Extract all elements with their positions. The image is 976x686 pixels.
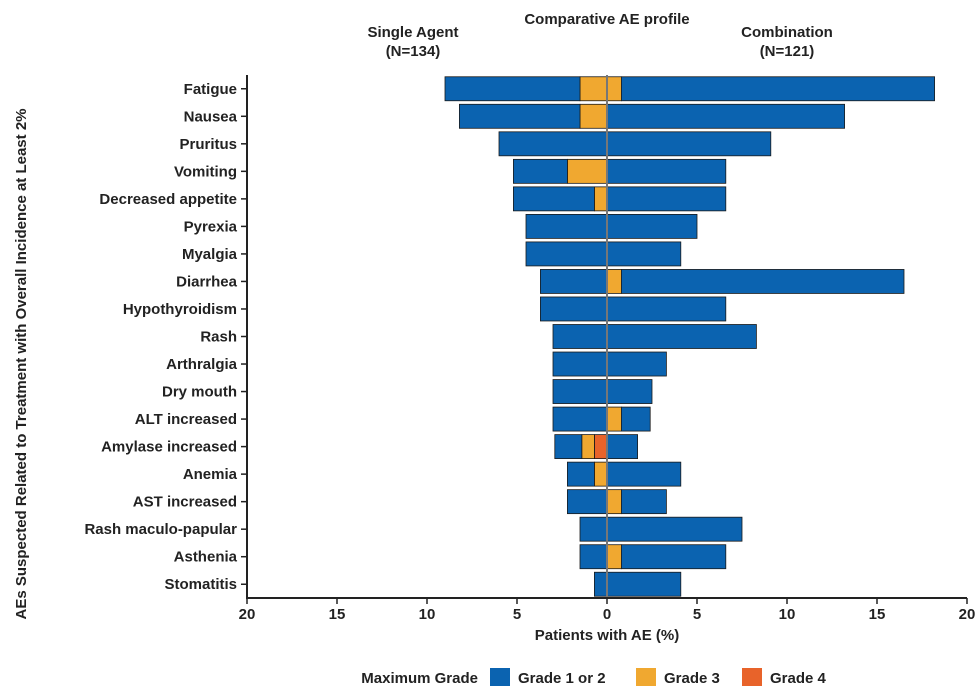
bar-single-agent-grade-3-decreased-appetite	[594, 186, 608, 212]
x-tick-label-8: 20	[959, 606, 976, 623]
x-tick-label-2: 10	[419, 606, 436, 623]
bar-single-agent-grade-1-2-vomiting	[513, 158, 568, 184]
y-axis-label: AEs Suspected Related to Treatment with …	[13, 109, 30, 620]
x-tick-label-5: 5	[693, 606, 701, 623]
bar-combination-grade-1-2-arthralgia	[606, 351, 667, 377]
bar-single-agent-grade-1-2-arthralgia	[552, 351, 608, 377]
bar-single-agent-grade-1-2-decreased-appetite	[513, 186, 595, 212]
bar-combination-grade-1-2-nausea	[606, 103, 846, 129]
category-label-arthralgia: Arthralgia	[166, 356, 238, 373]
bar-single-agent-grade-3-fatigue	[579, 76, 608, 102]
bar-single-agent-grade-1-2-anemia	[567, 461, 595, 487]
x-tick-label-1: 15	[329, 606, 346, 623]
category-label-vomiting: Vomiting	[174, 163, 237, 180]
x-axis-label: Patients with AE (%)	[535, 627, 679, 644]
bar-combination-grade-1-2-alt-increased	[621, 406, 651, 432]
bar-single-agent-grade-3-vomiting	[567, 158, 608, 184]
bar-combination-grade-1-2-diarrhea	[621, 269, 905, 294]
category-label-rash: Rash	[200, 329, 237, 346]
x-tick-label-3: 5	[513, 606, 521, 623]
category-label-hypothyroidism: Hypothyroidism	[123, 301, 237, 318]
category-label-stomatitis: Stomatitis	[164, 576, 237, 593]
x-tick-label-4: 0	[603, 606, 611, 623]
legend: Maximum Grade Grade 1 or 2 Grade 3 Grade…	[361, 668, 827, 686]
category-label-myalgia: Myalgia	[182, 246, 238, 263]
bar-combination-grade-1-2-pyrexia	[606, 213, 698, 239]
legend-label-grade-3: Grade 3	[664, 670, 720, 686]
left-group-n: (N=134)	[386, 43, 441, 60]
bar-combination-grade-1-2-fatigue	[621, 76, 936, 102]
bar-combination-grade-1-2-amylase-increased	[606, 434, 639, 460]
category-label-pruritus: Pruritus	[179, 136, 237, 153]
bar-combination-grade-1-2-anemia	[606, 461, 682, 487]
bar-single-agent-grade-1-2-pruritus	[498, 131, 608, 157]
chart-title: Comparative AE profile	[524, 11, 689, 28]
right-group-label: Combination	[741, 24, 833, 41]
bar-single-agent-grade-1-2-myalgia	[525, 241, 608, 267]
bar-combination-grade-1-2-ast-increased	[621, 489, 667, 515]
category-label-asthenia: Asthenia	[174, 549, 238, 566]
bar-single-agent-grade-1-2-dry-mouth	[552, 379, 608, 404]
category-label-ast-increased: AST increased	[133, 494, 237, 511]
bar-single-agent-grade-1-2-hypothyroidism	[540, 296, 608, 322]
bar-single-agent-grade-1-2-ast-increased	[567, 489, 608, 515]
x-tick-label-7: 15	[869, 606, 886, 623]
bar-single-agent-grade-1-2-alt-increased	[552, 406, 608, 432]
x-tick-label-6: 10	[779, 606, 796, 623]
bar-single-agent-grade-1-2-fatigue	[444, 76, 581, 102]
x-tick-label-0: 20	[239, 606, 256, 623]
bar-combination-grade-3-diarrhea	[606, 269, 622, 294]
bar-single-agent-grade-1-2-rash-maculo-papular	[579, 516, 608, 542]
category-label-decreased-appetite: Decreased appetite	[99, 191, 237, 208]
bar-single-agent-grade-3-nausea	[579, 103, 608, 129]
bar-combination-grade-3-alt-increased	[606, 406, 622, 432]
bar-combination-grade-1-2-rash-maculo-papular	[606, 516, 743, 542]
bar-single-agent-grade-1-2-asthenia	[579, 544, 608, 570]
legend-title: Maximum Grade	[361, 670, 478, 686]
bar-single-agent-grade-1-2-rash	[552, 324, 608, 349]
bar-single-agent-grade-1-2-amylase-increased	[554, 434, 583, 460]
category-label-pyrexia: Pyrexia	[184, 218, 238, 235]
bar-combination-grade-1-2-myalgia	[606, 241, 682, 267]
bar-single-agent-grade-4-amylase-increased	[594, 434, 608, 460]
category-label-diarrhea: Diarrhea	[176, 273, 238, 290]
bar-single-agent-grade-1-2-nausea	[458, 103, 581, 129]
category-label-amylase-increased: Amylase increased	[101, 439, 237, 456]
bar-single-agent-grade-3-amylase-increased	[581, 434, 595, 460]
legend-swatch-grade-4	[742, 668, 762, 686]
bar-combination-grade-3-ast-increased	[606, 489, 622, 515]
legend-label-grade-1-2: Grade 1 or 2	[518, 670, 606, 686]
bar-combination-grade-1-2-stomatitis	[606, 571, 682, 597]
right-group-n: (N=121)	[760, 43, 815, 60]
category-label-alt-increased: ALT increased	[135, 411, 237, 428]
bar-combination-grade-1-2-rash	[606, 324, 757, 349]
bar-combination-grade-1-2-asthenia	[621, 544, 727, 570]
category-label-nausea: Nausea	[184, 108, 238, 125]
bar-combination-grade-1-2-vomiting	[606, 158, 727, 184]
category-labels: Fatigue Nausea Pruritus Vomiting Decreased a…	[84, 81, 237, 593]
bar-single-agent-grade-3-anemia	[594, 461, 608, 487]
bar-combination-grade-1-2-dry-mouth	[606, 379, 653, 404]
bar-single-agent-grade-1-2-pyrexia	[525, 213, 608, 239]
axes: 20 15 10 5 0 5 10 15 20	[239, 75, 976, 623]
bar-single-agent-grade-1-2-stomatitis	[594, 571, 608, 597]
category-label-rash-maculo-papular: Rash maculo-papular	[84, 521, 237, 538]
category-label-anemia: Anemia	[183, 466, 238, 483]
bar-combination-grade-1-2-hypothyroidism	[606, 296, 727, 322]
category-label-fatigue: Fatigue	[184, 81, 237, 98]
left-group-label: Single Agent	[367, 24, 458, 41]
bar-single-agent-grade-1-2-diarrhea	[540, 269, 608, 294]
category-label-dry-mouth: Dry mouth	[162, 384, 237, 401]
bar-combination-grade-1-2-decreased-appetite	[606, 186, 727, 212]
bar-layer	[444, 76, 936, 597]
legend-swatch-grade-1-2	[490, 668, 510, 686]
bar-combination-grade-3-fatigue	[606, 76, 622, 102]
bar-combination-grade-3-asthenia	[606, 544, 622, 570]
legend-label-grade-4: Grade 4	[770, 670, 827, 686]
legend-swatch-grade-3	[636, 668, 656, 686]
bar-combination-grade-1-2-pruritus	[606, 131, 772, 157]
